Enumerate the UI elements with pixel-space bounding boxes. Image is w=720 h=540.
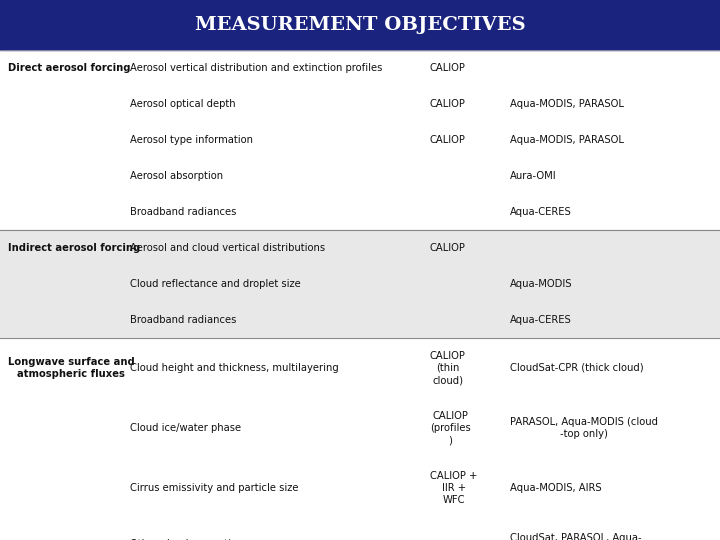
Text: Aqua-MODIS, PARASOL: Aqua-MODIS, PARASOL <box>510 99 624 109</box>
Bar <box>0 86 720 122</box>
Text: Indirect aerosol forcing: Indirect aerosol forcing <box>8 243 140 253</box>
Bar <box>0 398 720 458</box>
Text: CloudSat-CPR (thick cloud): CloudSat-CPR (thick cloud) <box>510 363 644 373</box>
Text: Aqua-MODIS, AIRS: Aqua-MODIS, AIRS <box>510 483 602 493</box>
Text: Other cloud properties: Other cloud properties <box>130 539 243 540</box>
Text: Cloud reflectance and droplet size: Cloud reflectance and droplet size <box>130 279 301 289</box>
Text: CALIOP: CALIOP <box>430 99 466 109</box>
Text: CALIOP: CALIOP <box>430 63 466 73</box>
Text: Aerosol type information: Aerosol type information <box>130 135 253 145</box>
Text: Aqua-MODIS, PARASOL: Aqua-MODIS, PARASOL <box>510 135 624 145</box>
Text: Broadband radiances: Broadband radiances <box>130 315 236 325</box>
Text: Broadband radiances: Broadband radiances <box>130 207 236 217</box>
Text: CALIOP: CALIOP <box>430 135 466 145</box>
Text: CALIOP: CALIOP <box>430 243 466 253</box>
Bar <box>0 518 720 540</box>
Text: CloudSat, PARASOL, Aqua-
MODIS, AIRS, AMSR/E: CloudSat, PARASOL, Aqua- MODIS, AIRS, AM… <box>510 533 642 540</box>
Text: Cloud ice/water phase: Cloud ice/water phase <box>130 423 241 433</box>
Text: Aqua-CERES: Aqua-CERES <box>510 207 572 217</box>
Text: Aqua-MODIS: Aqua-MODIS <box>510 279 572 289</box>
Bar <box>0 302 720 338</box>
Bar <box>0 194 720 230</box>
Text: Aerosol optical depth: Aerosol optical depth <box>130 99 235 109</box>
Text: Aerosol absorption: Aerosol absorption <box>130 171 223 181</box>
Bar <box>0 230 720 266</box>
Bar <box>0 458 720 518</box>
Text: CALIOP +
IIR +
WFC: CALIOP + IIR + WFC <box>430 470 477 505</box>
Text: Cirrus emissivity and particle size: Cirrus emissivity and particle size <box>130 483 299 493</box>
Bar <box>0 0 720 50</box>
Text: Cloud height and thickness, multilayering: Cloud height and thickness, multilayerin… <box>130 363 338 373</box>
Text: CALIOP
(thin
cloud): CALIOP (thin cloud) <box>430 350 466 386</box>
Bar <box>0 122 720 158</box>
Bar <box>0 338 720 398</box>
Bar <box>0 50 720 86</box>
Text: PARASOL, Aqua-MODIS (cloud
-top only): PARASOL, Aqua-MODIS (cloud -top only) <box>510 417 658 439</box>
Text: CALIOP
(profiles
): CALIOP (profiles ) <box>430 410 471 445</box>
Bar <box>0 158 720 194</box>
Text: Longwave surface and
atmospheric fluxes: Longwave surface and atmospheric fluxes <box>8 357 135 379</box>
Text: Aerosol and cloud vertical distributions: Aerosol and cloud vertical distributions <box>130 243 325 253</box>
Text: Direct aerosol forcing: Direct aerosol forcing <box>8 63 130 73</box>
Text: Aqua-CERES: Aqua-CERES <box>510 315 572 325</box>
Text: Aerosol vertical distribution and extinction profiles: Aerosol vertical distribution and extinc… <box>130 63 382 73</box>
Text: MEASUREMENT OBJECTIVES: MEASUREMENT OBJECTIVES <box>194 16 526 34</box>
Text: Aura-OMI: Aura-OMI <box>510 171 557 181</box>
Bar <box>0 266 720 302</box>
